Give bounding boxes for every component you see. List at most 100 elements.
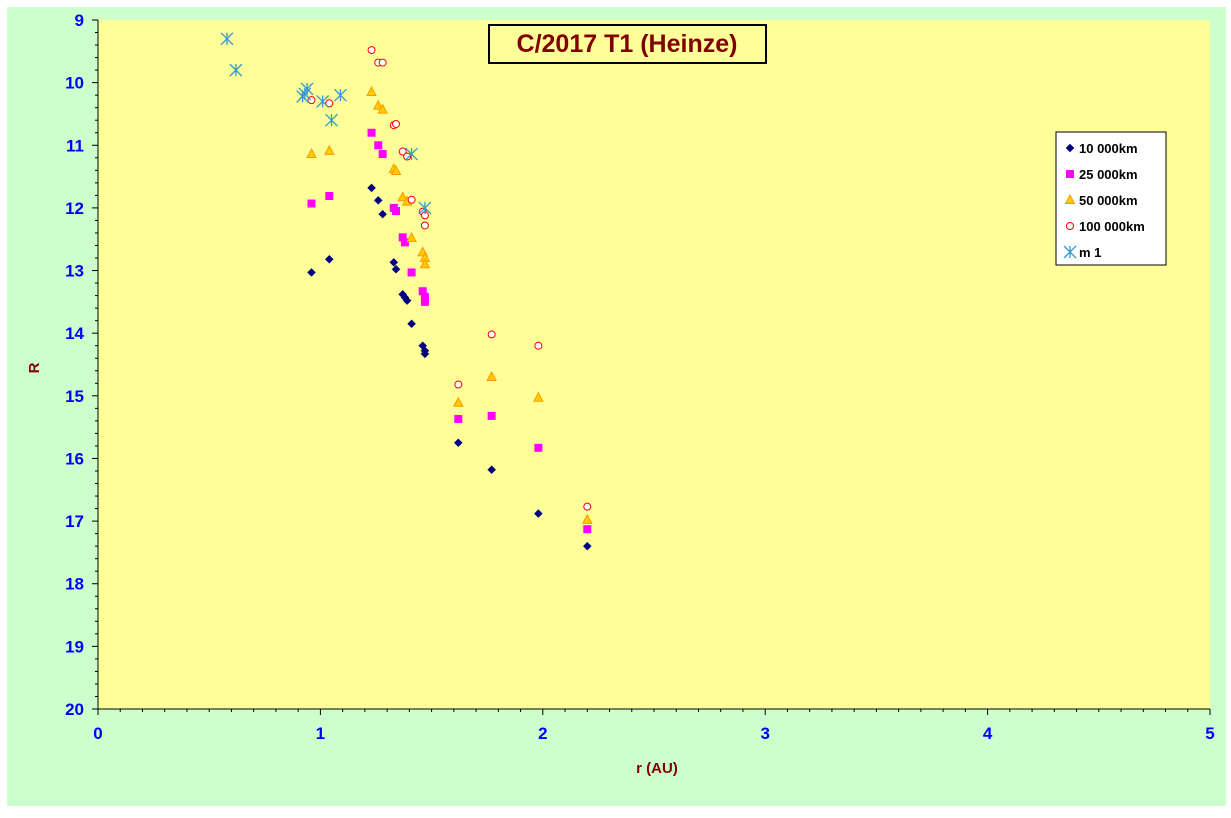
data-point [372,99,384,110]
data-point [452,396,464,407]
chart-title-box: C/2017 T1 (Heinze) [488,24,767,64]
series-2 [306,85,593,524]
data-point [420,349,430,359]
x-tick-label: 4 [983,724,993,743]
data-point [486,370,497,382]
data-point [534,341,543,350]
legend-marker [1066,222,1074,230]
data-point [374,141,383,150]
data-point [454,380,463,389]
legend-label: 25 000km [1079,167,1138,182]
data-point [367,46,376,55]
y-tick-label: 17 [65,512,84,531]
data-point [220,32,234,46]
data-point [583,525,592,534]
y-tick-label: 11 [66,136,84,155]
data-point [420,292,429,301]
data-point [398,147,407,156]
data-point [400,238,409,247]
data-point [378,209,388,219]
y-tick-label: 16 [65,449,84,468]
data-point [392,119,401,128]
data-point [453,438,463,448]
data-point [418,201,432,215]
data-point [323,144,335,155]
y-tick-label: 14 [65,324,84,343]
data-point [307,199,316,208]
legend-label: 50 000km [1079,193,1138,208]
y-tick-label: 18 [65,575,84,594]
data-point [316,94,330,108]
data-point [405,147,419,161]
data-points [220,32,593,551]
data-point [389,258,399,267]
data-point [397,191,409,202]
data-point [534,443,543,452]
legend: 10 000km 25 000km 50 000km 100 000km m 1 [1055,131,1167,266]
data-point [390,164,402,175]
y-tick-label: 13 [65,262,84,281]
data-point [418,287,427,296]
plot-area [98,20,1210,709]
data-point [406,231,417,242]
chart-title: C/2017 T1 (Heinze) [517,30,738,58]
data-point [378,150,387,159]
data-point [366,85,377,97]
data-point [454,414,463,423]
data-point [582,541,592,551]
x-axis-title: r (AU) [636,760,678,777]
x-tick-label: 1 [316,724,325,743]
y-axis-ticks: 9 10 11 12 13 14 15 16 17 18 19 20 [65,11,98,719]
data-point [377,103,389,114]
legend-items: 10 000km 25 000km 50 000km 100 000km m 1 [1063,141,1145,260]
data-point [367,128,376,137]
y-tick-label: 12 [65,199,84,218]
y-tick-label: 10 [65,74,84,93]
data-point [325,192,334,201]
legend-label: 100 000km [1079,219,1145,234]
y-tick-label: 19 [65,637,84,656]
data-point [420,221,429,230]
data-point [487,465,497,475]
data-point [487,330,496,339]
data-point [407,268,416,277]
data-point [325,113,338,127]
series-0 [307,183,592,551]
data-point [333,88,347,102]
legend-marker [1063,245,1077,259]
data-point [581,513,593,524]
data-point [398,233,407,242]
x-axis-ticks: 0 1 2 3 4 5 [93,709,1215,743]
data-point [391,264,401,274]
y-axis-title: R [26,362,43,373]
series-1 [307,128,592,534]
data-point [229,63,243,77]
legend-box [1055,131,1167,266]
data-point [324,254,334,264]
x-tick-label: 0 [93,724,102,743]
x-tick-label: 5 [1205,724,1214,743]
legend-marker [1066,170,1074,178]
data-point [306,147,317,159]
data-point [373,196,383,205]
legend-label: 10 000km [1079,141,1138,156]
y-tick-label: 9 [75,11,84,30]
y-tick-label: 15 [65,387,84,406]
data-point [325,99,334,108]
y-tick-label: 20 [65,700,84,719]
data-point [420,297,429,306]
legend-marker [1064,193,1076,204]
data-point [307,268,316,277]
legend-marker [1065,143,1075,153]
data-point [403,152,412,161]
data-point [298,87,312,101]
data-point [407,195,416,204]
legend-label: m 1 [1079,245,1101,260]
data-point [407,319,416,329]
data-point [583,502,592,511]
data-point [533,391,544,402]
data-point [533,509,543,518]
data-point [487,411,496,420]
